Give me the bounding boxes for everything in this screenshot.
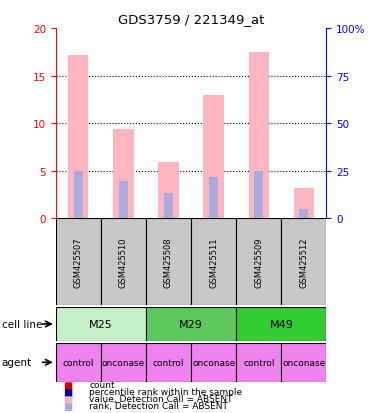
Title: GDS3759 / 221349_at: GDS3759 / 221349_at <box>118 13 264 26</box>
Text: cell line: cell line <box>2 319 42 329</box>
Bar <box>56 308 146 341</box>
Bar <box>209 177 218 219</box>
Bar <box>254 171 263 219</box>
Bar <box>56 343 101 382</box>
Text: GSM425511: GSM425511 <box>209 237 218 287</box>
Bar <box>203 95 224 219</box>
Bar <box>56 219 101 306</box>
Text: GSM425508: GSM425508 <box>164 237 173 287</box>
Bar <box>146 219 191 306</box>
Text: ■: ■ <box>63 380 72 390</box>
Text: ■: ■ <box>63 387 72 397</box>
Text: control: control <box>243 358 275 367</box>
Text: agent: agent <box>2 357 32 368</box>
Bar <box>119 182 128 219</box>
Bar <box>101 219 146 306</box>
Bar <box>299 209 308 219</box>
Bar <box>191 343 236 382</box>
Text: M25: M25 <box>89 319 113 329</box>
Text: value, Detection Call = ABSENT: value, Detection Call = ABSENT <box>89 394 233 404</box>
Text: GSM425507: GSM425507 <box>74 237 83 287</box>
Bar <box>236 219 281 306</box>
Bar <box>191 219 236 306</box>
Text: control: control <box>153 358 184 367</box>
Bar <box>249 52 269 219</box>
Bar <box>146 308 236 341</box>
Bar <box>294 188 314 219</box>
Bar <box>113 130 134 219</box>
Text: GSM425510: GSM425510 <box>119 237 128 287</box>
Text: percentile rank within the sample: percentile rank within the sample <box>89 387 242 396</box>
Text: onconase: onconase <box>192 358 235 367</box>
Text: control: control <box>62 358 94 367</box>
Text: M49: M49 <box>269 319 293 329</box>
Bar <box>68 55 88 219</box>
Bar <box>146 343 191 382</box>
Bar <box>158 163 179 219</box>
Bar <box>236 308 326 341</box>
Bar <box>236 343 281 382</box>
Text: count: count <box>89 380 115 389</box>
Text: onconase: onconase <box>282 358 325 367</box>
Text: GSM425512: GSM425512 <box>299 237 308 287</box>
Bar <box>101 343 146 382</box>
Text: onconase: onconase <box>102 358 145 367</box>
Bar <box>281 343 326 382</box>
Text: ■: ■ <box>63 401 72 411</box>
Text: M29: M29 <box>179 319 203 329</box>
Text: ■: ■ <box>63 394 72 404</box>
Text: rank, Detection Call = ABSENT: rank, Detection Call = ABSENT <box>89 401 228 411</box>
Bar <box>164 193 173 219</box>
Text: GSM425509: GSM425509 <box>254 237 263 287</box>
Bar <box>281 219 326 306</box>
Bar <box>74 171 83 219</box>
